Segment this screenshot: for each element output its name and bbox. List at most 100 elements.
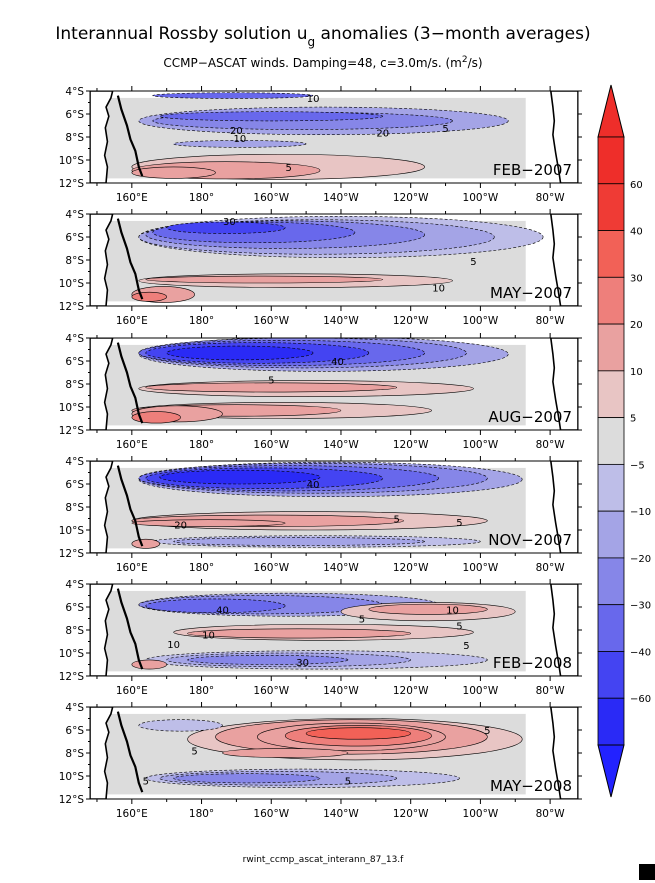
contour-band xyxy=(152,92,314,99)
contour-label: 5 xyxy=(456,518,462,529)
chart-title: Interannual Rossby solution ug anomalies… xyxy=(55,24,590,49)
y-tick-label: 4°S xyxy=(65,333,84,345)
y-tick-label: 6°S xyxy=(65,232,84,244)
contour-label: 5 xyxy=(470,257,476,268)
x-tick-label: 160°E xyxy=(116,685,148,697)
x-tick-label: 160°W xyxy=(253,808,289,820)
contour-band xyxy=(131,411,181,424)
west-coastline xyxy=(90,91,114,183)
colorbar-bin xyxy=(597,276,625,325)
y-tick-label: 6°S xyxy=(65,602,84,614)
panel-plot-area: 40 20 5 5 xyxy=(90,461,578,553)
contour-label: 30 xyxy=(223,217,236,228)
colorbar-tick-label: 10 xyxy=(630,367,643,378)
contour-label: 40 xyxy=(216,605,229,616)
y-tick-label: 4°S xyxy=(65,702,84,714)
west-coastline xyxy=(90,707,114,799)
contour-label: 10 xyxy=(202,631,215,642)
colorbar-tick-label: −30 xyxy=(630,601,651,612)
contour-band xyxy=(131,166,216,179)
x-tick-label: 80°W xyxy=(536,315,566,327)
x-tick-label: 80°W xyxy=(536,192,566,204)
x-tick-label: 160°W xyxy=(253,685,289,697)
colorbar-bin xyxy=(597,417,625,465)
island-arc xyxy=(116,465,144,547)
colorbar-tick-label: −10 xyxy=(630,507,651,518)
panel: 40 20 5 5 4°S 6°S 8°S 10°S 12°S 160°E 180° 160°W 140… xyxy=(59,456,582,574)
x-tick-label: 100°W xyxy=(463,192,499,204)
y-tick-label: 8°S xyxy=(65,502,84,514)
east-coastline xyxy=(550,338,578,430)
subtitle-main: CCMP−ASCAT winds. Damping=48, c=3.0m/s. … xyxy=(163,56,461,70)
contour-band xyxy=(166,221,286,234)
contour-label: 5 xyxy=(484,726,490,737)
contour-label: 5 xyxy=(268,375,274,386)
y-tick-label: 10°S xyxy=(59,648,85,660)
colorbar-tick-label: −5 xyxy=(630,460,645,471)
colorbar-tick-label: 40 xyxy=(630,227,643,238)
colorbar-bin xyxy=(597,136,625,185)
contour-band xyxy=(173,140,307,148)
x-tick-label: 100°W xyxy=(463,315,499,327)
x-tick-label: 140°W xyxy=(323,192,359,204)
x-tick-label: 140°W xyxy=(323,562,359,574)
contour-label: 40 xyxy=(307,480,320,491)
x-tick-label: 160°E xyxy=(116,808,148,820)
colorbar-tick-label: −40 xyxy=(630,647,651,658)
contour-band xyxy=(131,659,167,670)
colorbar-tick-label: −20 xyxy=(630,554,651,565)
colorbar-tick-label: 5 xyxy=(630,414,636,425)
y-tick-label: 6°S xyxy=(65,109,84,121)
panel: 40 5 4°S 6°S 8°S 10°S 12°S 160°E 180° 160°W 140°W 1… xyxy=(59,333,582,451)
x-tick-label: 180° xyxy=(189,315,214,327)
y-tick-label: 6°S xyxy=(65,356,84,368)
x-tick-label: 180° xyxy=(189,439,214,451)
contour-band xyxy=(145,598,286,614)
east-coastline xyxy=(550,584,578,676)
colorbar-bin xyxy=(597,230,625,278)
y-tick-label: 10°S xyxy=(59,525,85,537)
contour-label: 5 xyxy=(456,621,462,632)
contour-band xyxy=(305,727,411,740)
panel: 30 5 10 4°S 6°S 8°S 10°S 12°S 160°E 180° 160°W 140°… xyxy=(59,209,582,327)
subtitle-superscript: 2 xyxy=(462,55,468,65)
contour-band xyxy=(131,519,286,527)
east-coastline xyxy=(550,91,578,183)
colorbar-bin xyxy=(597,463,625,512)
x-tick-label: 120°W xyxy=(393,439,429,451)
x-tick-label: 120°W xyxy=(393,808,429,820)
x-tick-label: 160°W xyxy=(253,192,289,204)
y-tick-label: 4°S xyxy=(65,86,84,98)
x-tick-label: 160°E xyxy=(116,562,148,574)
y-tick-label: 4°S xyxy=(65,579,84,591)
island-arc xyxy=(116,711,144,793)
colorbar-bottom-arrow xyxy=(597,744,625,798)
colorbar-bin xyxy=(597,510,625,559)
x-tick-label: 100°W xyxy=(463,808,499,820)
colorbar-bin xyxy=(597,604,625,652)
island-arc xyxy=(116,95,144,177)
x-tick-label: 100°W xyxy=(463,685,499,697)
y-tick-label: 12°S xyxy=(59,548,85,560)
x-tick-label: 120°W xyxy=(393,685,429,697)
y-tick-label: 12°S xyxy=(59,794,85,806)
x-tick-label: 160°E xyxy=(116,315,148,327)
x-tick-label: 140°W xyxy=(323,315,359,327)
panel: 5 5 5 5 4°S 6°S 8°S 10°S 12°S 160°E 180° 160°W 140°W… xyxy=(59,702,582,820)
east-coastline xyxy=(550,214,578,306)
contour-band xyxy=(131,291,167,302)
contour-band xyxy=(145,382,398,393)
x-tick-label: 180° xyxy=(189,192,214,204)
panel: 40 5 10 5 10 10 5 30 4°S 6°S 8°S 10°S 12°S 160°E 180° 1… xyxy=(59,579,582,697)
y-tick-label: 6°S xyxy=(65,725,84,737)
contour-band xyxy=(138,719,223,732)
contour-label: 5 xyxy=(191,747,197,758)
colorbar-top-arrow xyxy=(597,84,625,138)
y-tick-label: 8°S xyxy=(65,379,84,391)
y-tick-label: 12°S xyxy=(59,671,85,683)
contour-band xyxy=(159,111,384,122)
footer-filename: rwint_ccmp_ascat_interann_87_13.f xyxy=(243,855,405,865)
colorbar-tick-label: 60 xyxy=(630,180,643,191)
